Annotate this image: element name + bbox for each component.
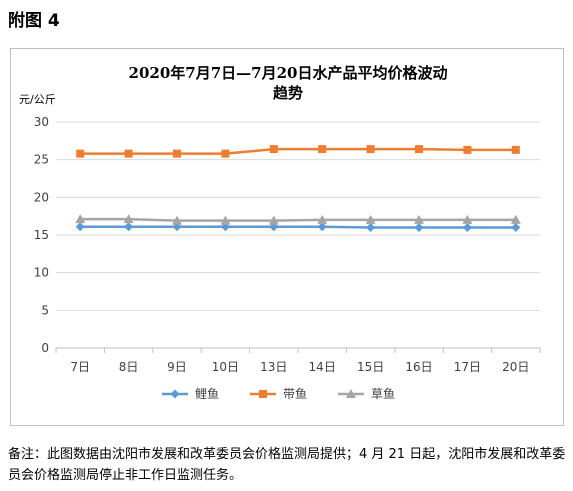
chart-title-line: 2020年7月7日—7月20日水产品平均价格波动: [129, 64, 448, 82]
data-point: [172, 215, 182, 225]
data-point: [76, 149, 85, 158]
data-point: [462, 222, 472, 232]
data-point: [123, 214, 134, 224]
x-tick-label: 16日: [405, 360, 432, 374]
x-tick-label: 8日: [119, 360, 139, 374]
data-point: [365, 214, 376, 224]
figure-label: 附图 4: [8, 11, 60, 31]
y-tick-label: 25: [34, 153, 49, 167]
data-point: [75, 222, 85, 232]
data-point: [366, 222, 376, 232]
series-line-2: [80, 217, 516, 222]
x-tick-label: 7日: [70, 360, 90, 374]
data-point: [462, 214, 473, 224]
chart: 2020年7月7日—7月20日水产品平均价格波动 趋势元/公斤 0 5 10 15 20 25…: [10, 48, 564, 426]
series-line-0: [80, 225, 516, 229]
data-point: [318, 145, 327, 154]
series-line-1: [80, 147, 516, 155]
x-tick-label: 14日: [309, 360, 336, 374]
data-point: [510, 214, 521, 224]
data-point: [511, 222, 521, 232]
data-point: [221, 149, 230, 158]
data-point: [366, 145, 375, 154]
y-tick-label: 20: [34, 190, 49, 204]
data-point: [268, 215, 279, 225]
x-tick-label: 15日: [357, 360, 384, 374]
y-tick-label: 30: [34, 115, 49, 129]
y-tick-label: 0: [41, 341, 49, 355]
footnote: 备注：此图数据由沈阳市发展和改革委员会价格监测局提供；4 月 21 日起，沈阳市…: [8, 447, 566, 483]
legend-label: 带鱼: [283, 387, 307, 401]
y-tick-label: 10: [34, 266, 49, 280]
legend-label: 鲤鱼: [195, 387, 219, 401]
x-tick-label: 10日: [212, 360, 239, 374]
legend-marker: [346, 389, 356, 398]
data-point: [415, 145, 423, 154]
y-tick-label: 15: [34, 228, 49, 242]
data-point: [124, 222, 134, 232]
data-point: [173, 149, 181, 158]
data-point: [414, 222, 424, 232]
data-point: [463, 145, 472, 154]
data-point: [317, 214, 328, 224]
x-tick-label: 17日: [454, 360, 481, 374]
data-point: [317, 222, 327, 232]
data-point: [75, 214, 86, 224]
legend-marker: [259, 390, 267, 398]
data-point: [269, 145, 278, 154]
legend-label: 草鱼: [371, 387, 395, 401]
x-tick-label: 20日: [502, 360, 529, 374]
y-tick-label: 5: [41, 303, 49, 317]
data-point: [220, 215, 231, 225]
legend-marker: [170, 389, 180, 399]
data-point: [124, 149, 133, 158]
x-tick-label: 13日: [260, 360, 287, 374]
data-point: [511, 145, 520, 154]
x-tick-label: 9日: [167, 360, 187, 374]
chart-title-line: 趋势: [273, 84, 303, 102]
data-point: [414, 214, 424, 224]
y-axis-unit: 元/公斤: [19, 93, 56, 106]
